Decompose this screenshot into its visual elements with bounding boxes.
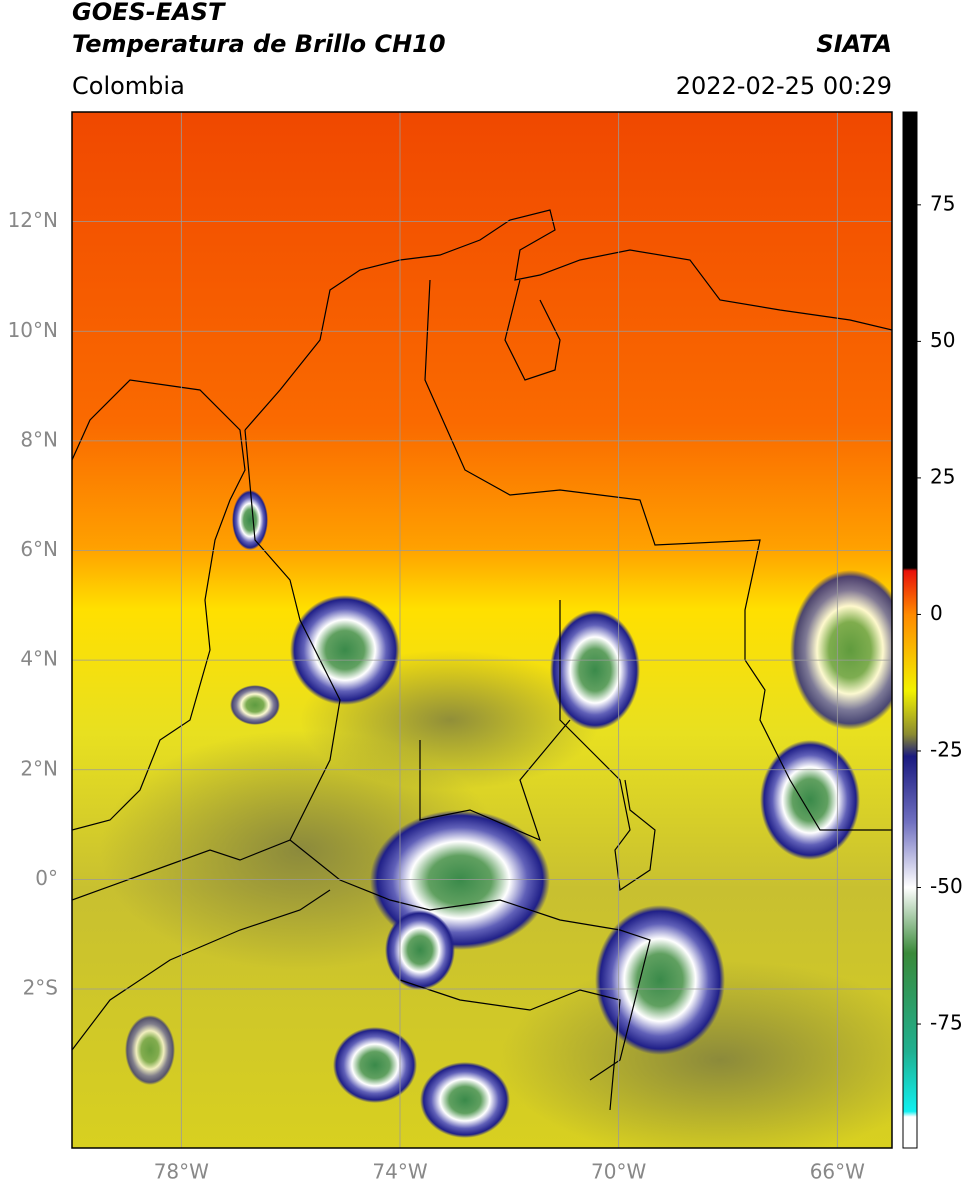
coastline: [72, 379, 246, 831]
lat-tick-label: 8°N: [20, 427, 58, 451]
map-frame: [71, 111, 893, 1149]
colorbar: [902, 111, 918, 1149]
lat-tick-label: 4°N: [20, 647, 58, 671]
haze: [500, 960, 892, 1148]
cloud: [333, 1027, 417, 1103]
colorbar-tick-label: 25: [930, 464, 955, 488]
lon-tick-label: 70°W: [591, 1160, 646, 1184]
lat-tick-label: 2°N: [20, 756, 58, 780]
cloud: [550, 610, 640, 730]
cloud: [595, 905, 725, 1055]
coastline: [72, 889, 331, 1051]
colorbar-tick-label: 0: [930, 601, 943, 625]
borders: [72, 209, 892, 1111]
cloud: [760, 740, 860, 860]
border: [559, 600, 656, 892]
lat-tick-label: 6°N: [20, 537, 58, 561]
colorbar-tick-label: -75: [930, 1011, 963, 1035]
colorbar-tick-label: 50: [930, 328, 955, 352]
lat-tick-label: 12°N: [8, 208, 58, 232]
lat-tick-label: 2°S: [23, 976, 58, 1000]
cloud: [790, 570, 892, 730]
lon-tick-label: 78°W: [154, 1160, 209, 1184]
graticule: [72, 112, 892, 1148]
map-image: [72, 112, 892, 1148]
source: SIATA: [816, 30, 892, 58]
datetime: 2022-02-25 00:29: [676, 72, 892, 100]
title: GOES-EAST: [72, 0, 226, 26]
coastline: [244, 209, 892, 431]
coastline: [504, 279, 561, 381]
border: [424, 279, 892, 831]
colorbar-tick-label: -50: [930, 874, 963, 898]
cloud: [230, 685, 280, 725]
cloud: [420, 1062, 510, 1138]
lon-tick-label: 74°W: [372, 1160, 427, 1184]
colorbar-tick-label: 75: [930, 191, 955, 215]
lat-tick-label: 0°: [35, 866, 58, 890]
cloud: [385, 910, 455, 990]
border: [72, 429, 341, 901]
lat-tick-label: 10°N: [8, 318, 58, 342]
lon-tick-label: 66°W: [810, 1160, 865, 1184]
cloud: [125, 1015, 175, 1085]
region: Colombia: [72, 72, 185, 100]
border: [289, 839, 651, 1081]
cloud: [290, 595, 400, 705]
cloud: [232, 490, 268, 550]
subtitle: Temperatura de Brillo CH10: [72, 30, 446, 58]
colorbar-tick-label: -25: [930, 737, 963, 761]
